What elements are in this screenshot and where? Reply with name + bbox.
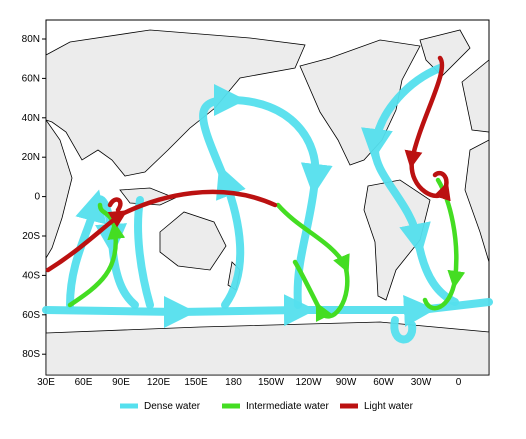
europe: [461, 59, 490, 133]
longitude-label: 60W: [373, 377, 394, 388]
longitude-label: 90W: [336, 377, 357, 388]
latitude-label: 40S: [22, 270, 40, 281]
latitude-label: 20S: [22, 231, 40, 242]
intermediate-water-current: [67, 202, 126, 308]
light-water-current: [404, 55, 451, 202]
latitude-label: 0: [34, 192, 40, 203]
africa-west: [464, 139, 490, 263]
latitude-label: 80S: [22, 349, 40, 360]
light-water-current: [45, 189, 278, 273]
dense-water-current: [361, 64, 459, 306]
dense-water-current: [199, 83, 333, 309]
dense-water-current: [66, 189, 139, 309]
longitude-label: 30E: [37, 377, 55, 388]
latitude-label: 40N: [22, 113, 40, 124]
longitude-label: 0: [456, 377, 462, 388]
longitude-label: 150E: [184, 377, 208, 388]
longitude-label: 30W: [411, 377, 432, 388]
latitude-labels: 80N 60N 40N 20N 0 20S 40S 60S 80S: [22, 34, 46, 360]
asia: [45, 29, 306, 177]
greenland: [419, 29, 471, 77]
light-water-current: [107, 197, 123, 213]
longitude-labels: 30E 60E 90E 120E 150E 180 150W 120W 90W 60W 30W 0: [37, 377, 462, 388]
longitude-label: 90E: [112, 377, 130, 388]
map-area: [42, 19, 493, 376]
longitude-label: 120E: [147, 377, 171, 388]
north-america: [299, 39, 421, 166]
legend: Dense water Intermediate water Light water: [120, 401, 414, 412]
australia: [159, 211, 227, 271]
dense-water-current: [390, 316, 417, 344]
intermediate-water-current: [275, 202, 350, 323]
latitude-label: 60N: [22, 73, 40, 84]
legend-label: Dense water: [144, 401, 201, 412]
longitude-label: 60E: [75, 377, 93, 388]
longitude-label: 150W: [258, 377, 285, 388]
legend-label: Light water: [364, 401, 414, 412]
latitude-label: 80N: [22, 34, 40, 45]
legend-label: Intermediate water: [246, 401, 329, 412]
latitude-label: 20N: [22, 152, 40, 163]
africa-east: [45, 118, 73, 260]
latitude-label: 60S: [22, 310, 40, 321]
dense-water-current: [134, 196, 154, 309]
longitude-label: 120W: [295, 377, 322, 388]
longitude-label: 180: [225, 377, 242, 388]
